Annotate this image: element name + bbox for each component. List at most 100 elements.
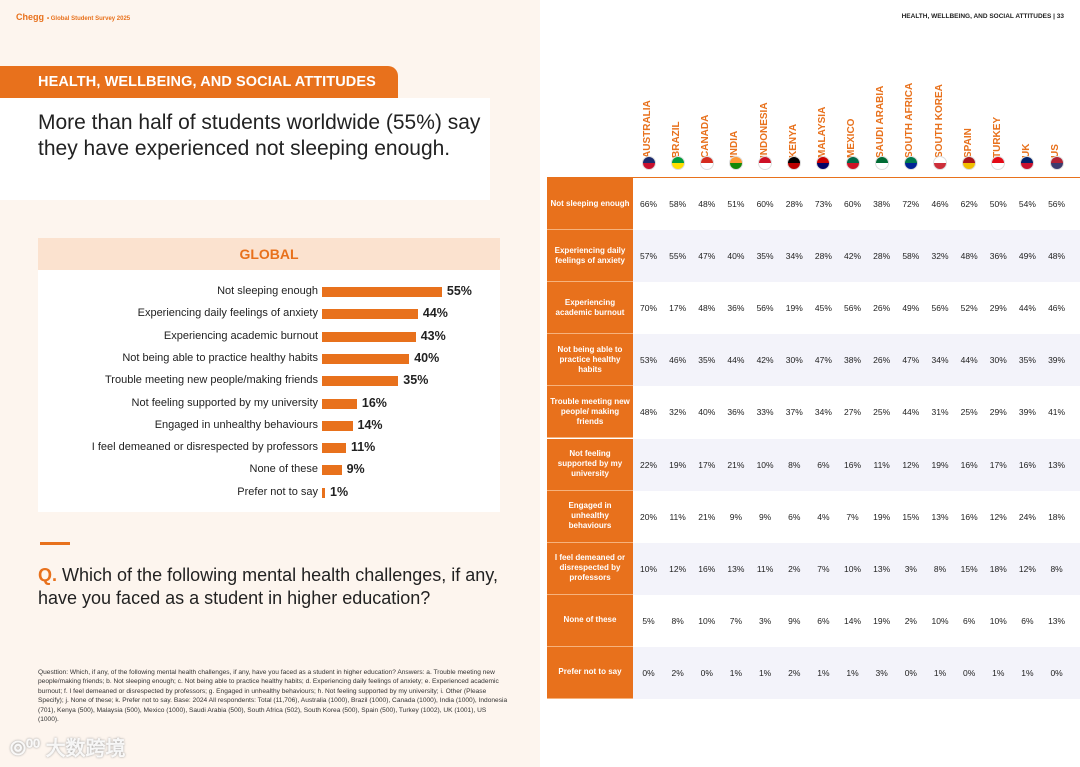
table-cell: 26% — [873, 355, 891, 366]
table-cell: 1% — [817, 667, 830, 678]
table-cell: 1% — [1021, 667, 1034, 678]
bar — [322, 376, 399, 387]
table-cell: 73% — [814, 199, 832, 209]
brand-logo: Chegg — [16, 12, 44, 22]
table-cell: 48% — [698, 199, 716, 209]
table-cell: 66% — [639, 199, 657, 209]
bar-row: Experiencing daily feelings of anxiety 44… — [38, 306, 508, 322]
table-cell: 57% — [639, 251, 657, 262]
country-name: SAUDI ARABIA — [875, 85, 887, 158]
table-cell: 24% — [1018, 511, 1036, 522]
table-cell: 6% — [962, 615, 976, 626]
table-row: Trouble meeting new people/ making frien… — [547, 386, 1080, 439]
country-name: TURKEY — [991, 116, 1003, 158]
table-cell: 19% — [669, 459, 687, 470]
table-cell: 9% — [758, 511, 772, 522]
table-cell: 36% — [989, 251, 1007, 262]
table-cell: 16% — [698, 563, 716, 574]
table-cell: 7% — [729, 615, 743, 626]
bar-label: Prefer not to say — [237, 485, 318, 498]
table-cell: 37% — [785, 407, 803, 418]
flag-icon — [699, 156, 714, 170]
table-cell: 13% — [727, 563, 745, 574]
survey-title: • Global Student Survey 2025 — [47, 16, 131, 22]
row-label: Experiencing academic burnout — [547, 282, 633, 335]
table-cell: 34% — [814, 407, 832, 418]
country-header: SPAIN — [955, 60, 984, 158]
right-page: HEALTH, WELLBEING, AND SOCIAL ATTITUDES … — [540, 0, 1080, 767]
table-cell: 48% — [698, 303, 716, 314]
table-cell: 40% — [698, 407, 716, 418]
table-cell: 55% — [669, 251, 687, 262]
flag-icon — [933, 156, 947, 170]
table-cell: 51% — [727, 199, 745, 209]
table-row: Engaged in unhealthy behaviours 20% 11% 21%… — [547, 490, 1080, 543]
table-cell: 28% — [814, 251, 832, 262]
country-name: AUSTRALIA — [642, 100, 653, 158]
table-cell: 60% — [844, 199, 862, 209]
row-label: None of these — [547, 594, 633, 647]
country-header: SAUDI ARABIA — [867, 60, 896, 158]
table-cell: 52% — [960, 303, 978, 314]
table-cell: 36% — [727, 303, 745, 314]
table-cell: 0% — [642, 667, 655, 678]
headline: More than half of students worldwide (55… — [0, 98, 490, 200]
bar-value: 40% — [414, 350, 440, 365]
table-row: Prefer not to say 0% 2% 0% 1% 1% 2% 1% 1% 3% 0% 1% 0… — [547, 646, 1080, 699]
table-cell: 47% — [814, 355, 832, 366]
bar — [322, 309, 418, 320]
bar-value: 16% — [361, 395, 387, 410]
flag-icon — [962, 156, 977, 170]
country-name: KENYA — [787, 123, 799, 158]
table-cell: 8% — [1050, 563, 1063, 574]
table-cell: 12% — [902, 459, 920, 470]
country-header: KENYA — [780, 60, 809, 158]
question-prefix: Q. — [38, 565, 58, 585]
bar — [322, 487, 325, 498]
table-cell: 28% — [785, 199, 803, 209]
bar-row: Prefer not to say 1% — [38, 485, 508, 501]
country-header: MALAYSIA — [809, 60, 838, 158]
table-row: Not being able to practice healthy habit… — [547, 334, 1080, 387]
watermark: ⦾⁰⁰ 大数跨境 — [10, 738, 126, 760]
table-cell: 8% — [788, 459, 801, 470]
country-header: UK — [1013, 60, 1042, 158]
table-cell: 10% — [844, 563, 862, 574]
left-page: Chegg • Global Student Survey 2025 HEALTH… — [0, 0, 540, 767]
flag-icon — [670, 156, 685, 170]
table-cell: 4% — [817, 511, 830, 522]
row-label: Experiencing daily feelings of anxiety — [547, 230, 633, 283]
table-cell: 27% — [844, 407, 862, 418]
table-row: Not feeling supported by my university 22… — [547, 438, 1080, 491]
country-name: SOUTH KOREA — [933, 84, 945, 158]
table-cell: 22% — [639, 459, 657, 470]
bar-label: Engaged in unhealthy behaviours — [154, 418, 318, 431]
table-cell: 46% — [1048, 303, 1066, 314]
table-cell: 60% — [756, 199, 774, 209]
table-cell: 34% — [931, 355, 949, 366]
table-cell: 1% — [729, 667, 743, 678]
table-cell: 21% — [698, 511, 716, 522]
country-header: US — [1042, 60, 1071, 158]
table-cell: 25% — [873, 407, 891, 418]
table-cell: 10% — [698, 615, 716, 626]
bar-row: Not sleeping enough 55% — [38, 284, 508, 300]
row-label: Not sleeping enough — [547, 178, 633, 230]
table-cell: 5% — [642, 615, 655, 626]
table-cell: 18% — [989, 563, 1007, 574]
bar-value: 35% — [403, 373, 429, 388]
table-cell: 48% — [639, 407, 657, 418]
footnote: Questtion: Which, if any, of the followi… — [38, 669, 508, 724]
country-name: US — [1050, 144, 1062, 158]
table-cell: 56% — [844, 303, 862, 314]
bar-row: I feel demeaned or disrespected by profe… — [38, 440, 508, 456]
table-cell: 6% — [788, 511, 801, 522]
table-cell: 32% — [669, 407, 687, 418]
table-cell: 44% — [960, 355, 978, 366]
global-bar-chart: Not sleeping enough 55% Experiencing daily… — [38, 270, 500, 512]
table-cell: 19% — [873, 615, 891, 626]
table-cell: 18% — [1048, 511, 1066, 522]
table-cell: 35% — [756, 251, 774, 262]
country-header: INDIA — [721, 60, 750, 158]
table-cell: 11% — [756, 563, 774, 574]
